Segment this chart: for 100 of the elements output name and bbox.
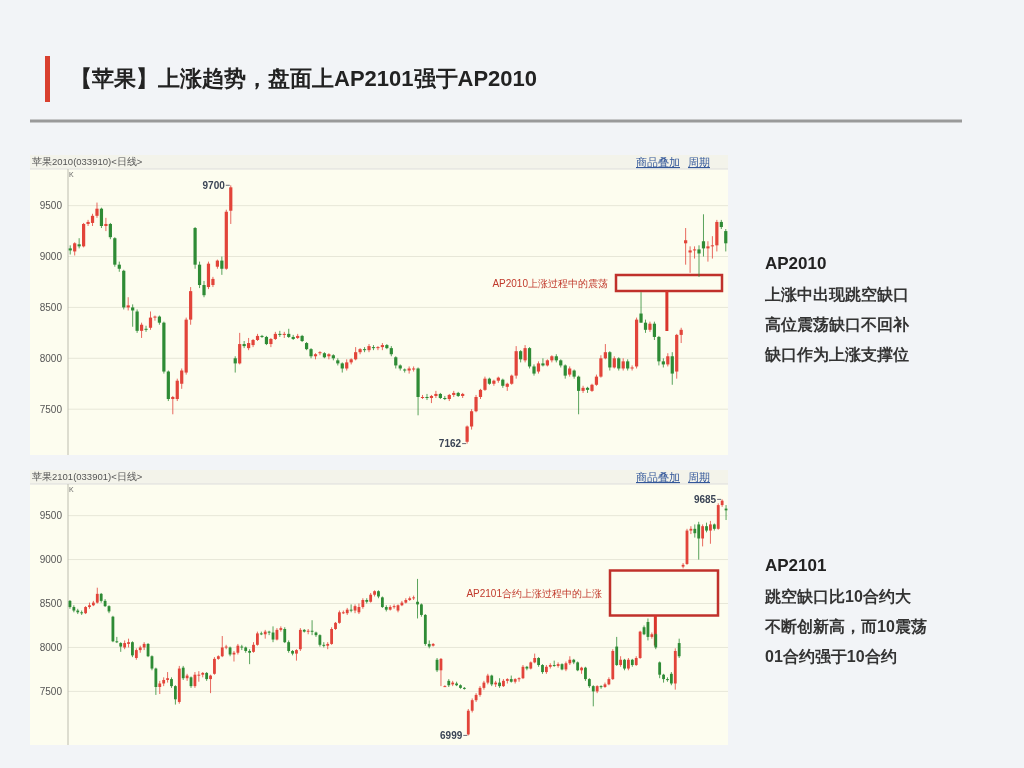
candlestick <box>318 350 322 356</box>
candlestick <box>148 311 153 331</box>
candlestick <box>197 261 202 289</box>
candlestick <box>248 648 251 665</box>
candlestick <box>692 245 697 259</box>
candlestick <box>465 425 469 444</box>
candlestick <box>365 597 369 604</box>
candlestick <box>135 309 139 334</box>
candlestick <box>298 627 302 652</box>
candlestick <box>371 344 376 351</box>
y-tick-label: 7500 <box>39 685 63 697</box>
candlestick <box>282 331 286 339</box>
candlestick <box>209 674 212 694</box>
candlestick <box>144 325 148 333</box>
text: 上涨中出现跳空缺口 <box>764 286 909 303</box>
text: 周期 <box>688 471 710 483</box>
text: 商品叠加 <box>636 156 680 168</box>
candlestick <box>86 219 90 227</box>
text: 跳空缺口比10合约大 <box>764 588 912 605</box>
text: 周期 <box>688 156 710 168</box>
annotation: 7162 <box>438 438 462 450</box>
candlestick <box>652 321 657 341</box>
candlestick <box>407 366 411 374</box>
candlestick <box>233 355 237 373</box>
candlestick <box>412 366 416 372</box>
candlestick <box>206 261 211 290</box>
text: AP2010 <box>765 254 827 273</box>
candlestick <box>443 395 447 401</box>
candlestick <box>385 343 389 350</box>
candlestick <box>420 394 425 400</box>
text: 商品叠加 <box>636 471 680 483</box>
candlestick <box>82 222 86 248</box>
text: AP2101 <box>765 556 827 575</box>
text: 【苹果】上涨趋势，盘面上AP2101强于AP2010 <box>70 66 538 91</box>
candlestick <box>349 603 353 613</box>
text: 缺口作为上涨支撑位 <box>764 346 909 363</box>
candlestick <box>99 207 104 229</box>
candlestick <box>666 676 669 683</box>
y-tick-label: 9000 <box>39 554 63 566</box>
candlestick <box>591 684 595 707</box>
candlestick <box>425 393 429 401</box>
candlestick <box>648 321 652 333</box>
annotation: 9685 <box>693 493 717 505</box>
candlestick <box>434 390 438 399</box>
candlestick <box>608 350 612 371</box>
candlestick <box>709 520 712 545</box>
candlestick <box>527 346 532 369</box>
annotation: 9700 <box>202 179 226 191</box>
y-tick-label: 8500 <box>39 301 63 313</box>
candlestick <box>173 684 177 705</box>
candlestick <box>684 227 688 266</box>
annotation: 6999 <box>440 729 463 741</box>
candlestick <box>443 684 447 688</box>
y-tick-label: 7500 <box>39 403 63 415</box>
candlestick <box>670 351 674 386</box>
candlestick <box>469 408 474 430</box>
chart-title: 苹果2101(033901)<日线> <box>32 471 143 482</box>
candlestick <box>581 385 585 394</box>
y-tick-label: 9500 <box>39 200 63 212</box>
chart-title: 苹果2010(033910)<日线> <box>32 156 143 167</box>
candlestick <box>693 524 697 539</box>
text: 高位震荡缺口不回补 <box>765 315 910 333</box>
candlestick <box>279 625 283 633</box>
y-tick-label: 8500 <box>39 598 63 610</box>
candlestick <box>492 379 496 387</box>
candlestick <box>202 280 206 298</box>
candlestick <box>716 502 720 531</box>
candlestick <box>131 303 135 328</box>
candlestick <box>220 256 224 276</box>
y-tick-label: 8000 <box>39 641 63 653</box>
candlestick <box>220 635 224 658</box>
annotation: AP2010上涨过程中的震荡 <box>492 277 608 289</box>
candlestick <box>599 354 603 379</box>
candlestick <box>95 202 99 219</box>
candlestick <box>229 184 233 225</box>
candlestick <box>358 347 362 355</box>
candlestick <box>166 671 169 684</box>
y-tick-label: 9500 <box>39 510 63 522</box>
candlestick <box>240 644 244 651</box>
candlestick <box>706 240 710 263</box>
candlestick <box>639 291 643 324</box>
candlestick <box>710 235 714 259</box>
candlestick <box>541 357 545 367</box>
candlestick <box>577 375 581 415</box>
candlestick <box>367 343 371 353</box>
candlestick <box>278 330 282 338</box>
candlestick <box>306 628 310 635</box>
candlestick <box>550 354 554 363</box>
candlestick <box>697 521 701 560</box>
candlestick <box>548 662 552 669</box>
y-tick-label: 8000 <box>39 352 63 364</box>
candlestick <box>362 346 367 353</box>
candlestick <box>197 670 201 683</box>
candlestick <box>104 217 108 232</box>
candlestick <box>153 315 157 322</box>
candlestick <box>701 213 706 257</box>
y-tick-label: 9000 <box>39 251 63 263</box>
candlestick <box>466 708 470 736</box>
candlestick <box>552 660 556 668</box>
candlestick <box>724 228 728 252</box>
